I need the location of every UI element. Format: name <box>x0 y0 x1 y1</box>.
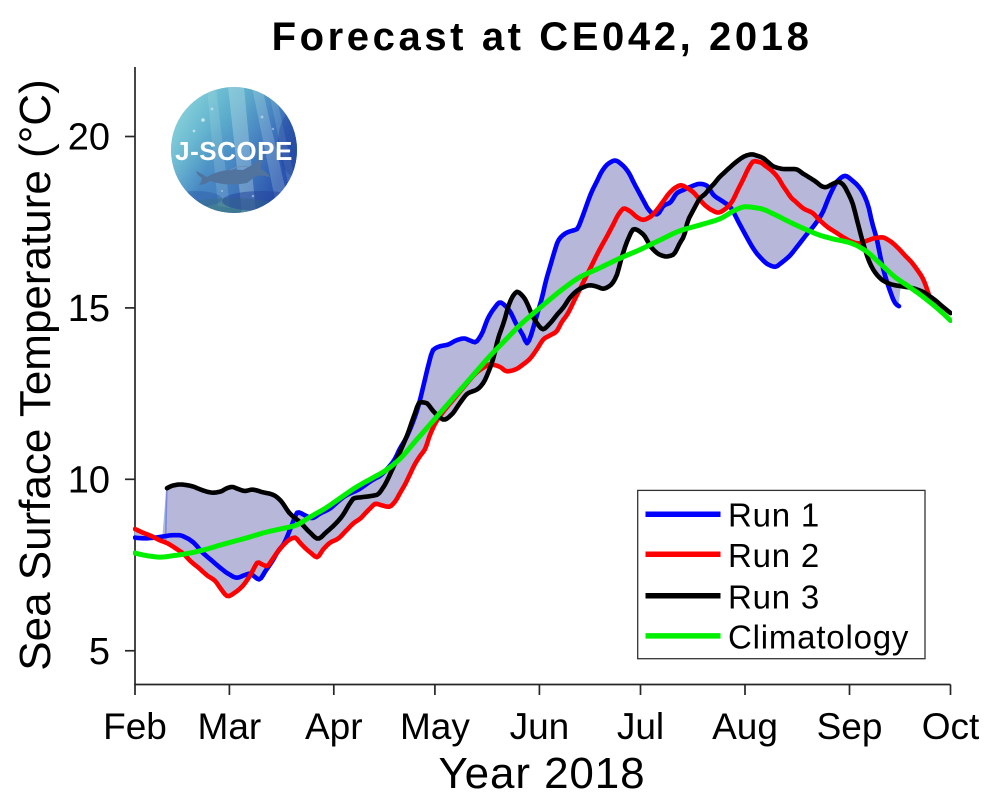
svg-text:Run 1: Run 1 <box>728 497 820 534</box>
svg-text:15: 15 <box>68 288 110 330</box>
svg-text:Run 3: Run 3 <box>728 578 820 615</box>
svg-text:Apr: Apr <box>305 706 363 747</box>
svg-text:Jul: Jul <box>617 706 664 747</box>
svg-text:Aug: Aug <box>712 706 778 747</box>
svg-text:J-SCOPE: J-SCOPE <box>175 136 293 166</box>
svg-text:Oct: Oct <box>922 706 980 747</box>
svg-text:Year 2018: Year 2018 <box>438 749 645 798</box>
svg-text:Mar: Mar <box>198 706 262 747</box>
svg-text:Sea Surface Temperature (°C): Sea Surface Temperature (°C) <box>11 79 60 671</box>
svg-text:5: 5 <box>89 631 110 673</box>
svg-text:Climatology: Climatology <box>728 618 909 655</box>
svg-text:20: 20 <box>68 117 110 159</box>
svg-text:May: May <box>400 706 470 747</box>
svg-text:Jun: Jun <box>510 706 570 747</box>
svg-text:Sep: Sep <box>817 706 883 747</box>
svg-text:10: 10 <box>68 459 110 501</box>
svg-text:Forecast at CE042, 2018: Forecast at CE042, 2018 <box>272 15 813 59</box>
svg-text:Feb: Feb <box>103 706 167 747</box>
svg-text:Run 2: Run 2 <box>728 537 820 574</box>
